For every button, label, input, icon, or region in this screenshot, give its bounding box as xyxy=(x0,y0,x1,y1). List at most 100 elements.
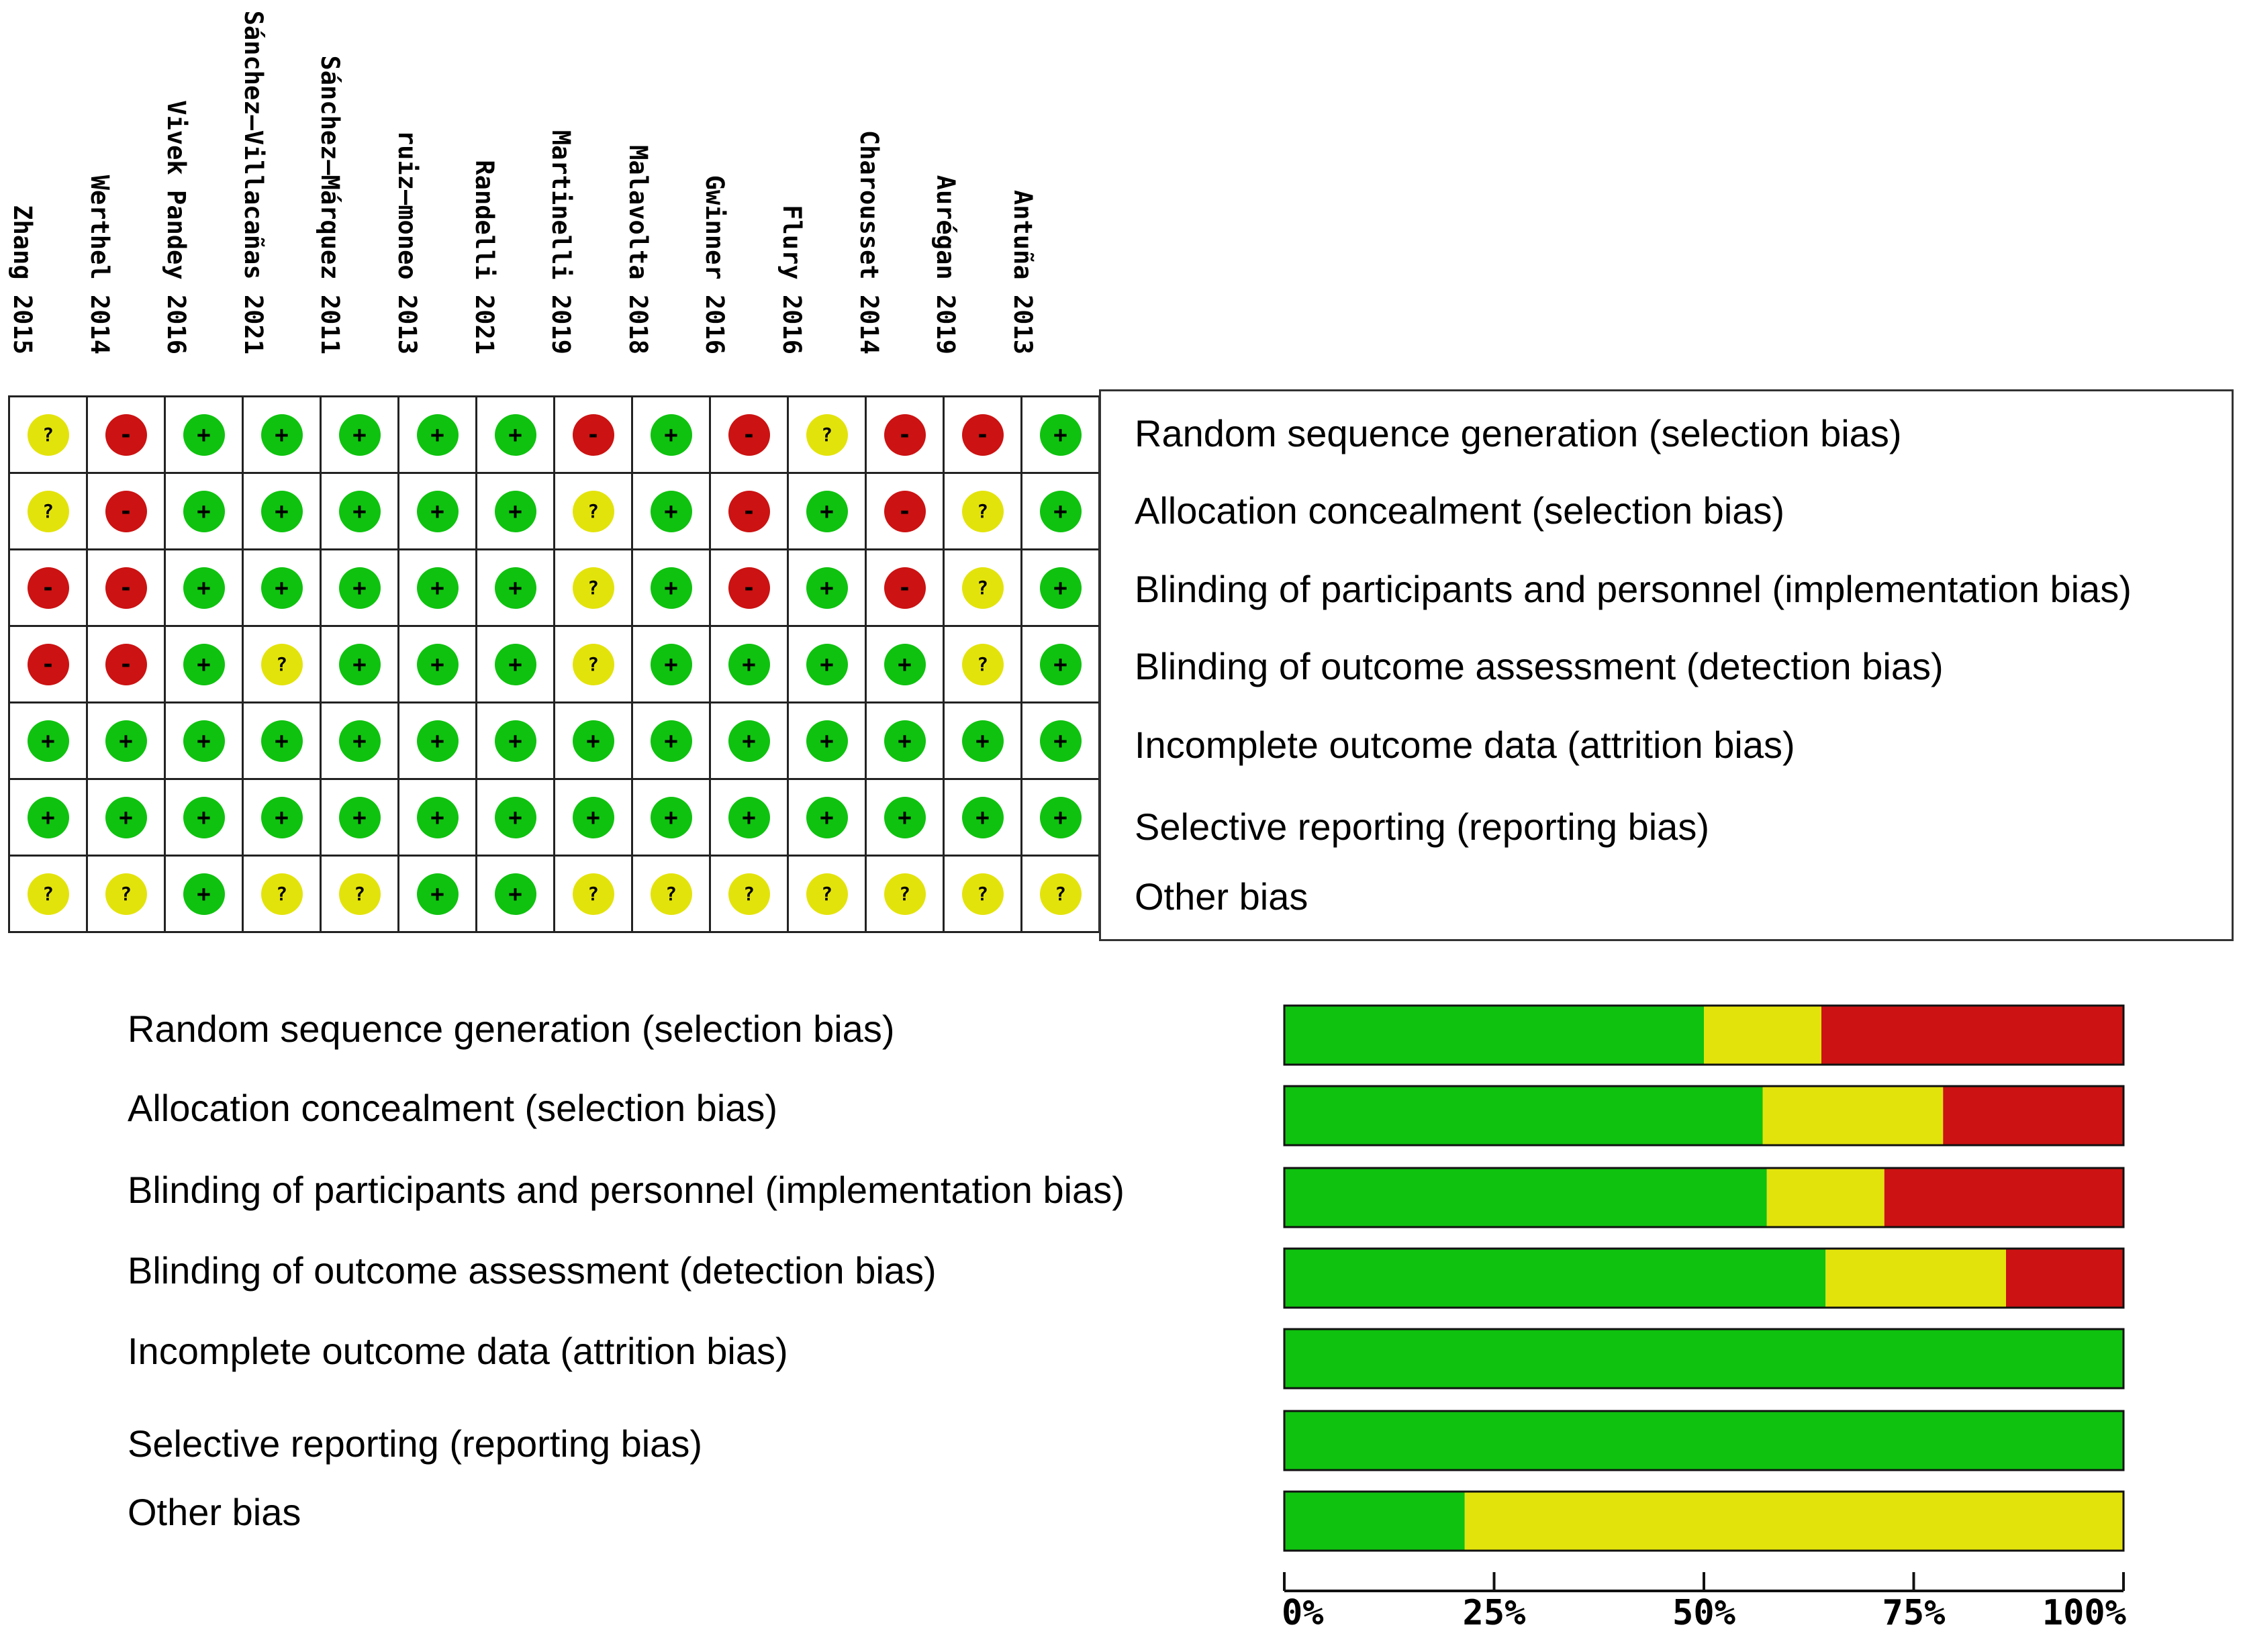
risk-rating-low-icon: + xyxy=(806,643,848,685)
bar-segment xyxy=(1884,1168,2123,1227)
risk-rating-low-icon: + xyxy=(650,490,692,532)
grid-cell: - xyxy=(865,472,945,550)
grid-cell: + xyxy=(8,701,88,780)
x-axis-tick-label: 75% xyxy=(1882,1593,1946,1633)
risk-rating-unclear-icon: ? xyxy=(650,873,692,915)
study-header: Flury 2016 xyxy=(777,0,854,386)
study-name: Martinelli 2019 xyxy=(546,130,576,354)
bar-category-label: Random sequence generation (selection bi… xyxy=(128,1008,895,1050)
grid-row: + + + + + + + + + + + + + + xyxy=(8,778,1100,857)
grid-cell: ? xyxy=(553,472,633,550)
risk-rating-low-icon: + xyxy=(1039,643,1082,685)
risk-rating-low-icon: + xyxy=(494,873,536,915)
grid-cell: + xyxy=(86,701,166,780)
grid-cell: + xyxy=(787,778,867,857)
study-name: Antuña 2013 xyxy=(1008,189,1037,354)
grid-cell: ? xyxy=(1020,855,1100,933)
study-name: Vivek Pandey 2016 xyxy=(162,100,191,354)
risk-rating-low-icon: + xyxy=(728,643,770,685)
legend-domain: Blinding of participants and personnel (… xyxy=(1135,568,2132,610)
risk-rating-low-icon: + xyxy=(338,720,381,762)
risk-rating-low-icon: + xyxy=(494,490,536,532)
risk-rating-low-icon: + xyxy=(494,796,536,838)
risk-rating-high-icon: - xyxy=(27,643,69,685)
grid-cell: + xyxy=(787,701,867,780)
risk-rating-unclear-icon: ? xyxy=(27,414,69,456)
risk-rating-high-icon: - xyxy=(884,414,926,456)
x-axis-tick-label: 0% xyxy=(1282,1593,1324,1633)
risk-rating-low-icon: + xyxy=(338,490,381,532)
grid-cell: ? xyxy=(86,855,166,933)
grid-cell: + xyxy=(475,625,555,703)
grid-row: ? - + + + + +? + - + -? + xyxy=(8,472,1100,550)
grid-cell: ? xyxy=(709,855,789,933)
grid-cell: + xyxy=(1020,472,1100,550)
risk-rating-unclear-icon: ? xyxy=(1039,873,1082,915)
grid-cell: + xyxy=(631,701,711,780)
risk-rating-low-icon: + xyxy=(494,567,536,609)
risk-rating-low-icon: + xyxy=(650,796,692,838)
bar-segment xyxy=(1284,1249,1826,1308)
risk-rating-high-icon: - xyxy=(728,567,770,609)
grid-cell: + xyxy=(631,472,711,550)
risk-rating-low-icon: + xyxy=(260,567,303,609)
risk-rating-low-icon: + xyxy=(260,796,303,838)
risk-rating-low-icon: + xyxy=(183,720,225,762)
grid-cell: - xyxy=(86,472,166,550)
grid-cell: + xyxy=(320,548,399,627)
risk-rating-high-icon: - xyxy=(961,414,1004,456)
grid-cell: + xyxy=(475,701,555,780)
risk-rating-unclear-icon: ? xyxy=(572,643,614,685)
risk-rating-unclear-icon: ? xyxy=(884,873,926,915)
study-header: Randelli 2021 xyxy=(470,0,546,386)
grid-cell: + xyxy=(787,548,867,627)
study-name: ruiz–moneo 2013 xyxy=(393,130,422,354)
study-name: Zhang 2015 xyxy=(8,205,37,354)
risk-rating-low-icon: + xyxy=(183,873,225,915)
risk-rating-high-icon: - xyxy=(884,490,926,532)
grid-cell: + xyxy=(475,548,555,627)
risk-rating-low-icon: + xyxy=(183,490,225,532)
study-name: Werthel 2014 xyxy=(85,175,114,354)
grid-cell: + xyxy=(242,395,322,474)
risk-rating-unclear-icon: ? xyxy=(961,643,1004,685)
grid-cell: + xyxy=(865,778,945,857)
grid-cell: + xyxy=(787,625,867,703)
bar-outline xyxy=(1283,1247,2125,1309)
risk-rating-high-icon: - xyxy=(728,414,770,456)
risk-rating-low-icon: + xyxy=(416,873,459,915)
grid-cell: + xyxy=(242,472,322,550)
grid-cell: - xyxy=(86,395,166,474)
risk-rating-low-icon: + xyxy=(806,490,848,532)
risk-rating-low-icon: + xyxy=(884,720,926,762)
study-header: Malavolta 2018 xyxy=(624,0,700,386)
bar-segment xyxy=(1284,1411,2123,1470)
study-name: Malavolta 2018 xyxy=(623,145,653,354)
x-axis-tick-label: 50% xyxy=(1672,1593,1735,1633)
bar-segment xyxy=(1825,1249,2006,1308)
risk-rating-low-icon: + xyxy=(416,490,459,532)
grid-cell: + xyxy=(943,701,1022,780)
grid-cell: + xyxy=(397,701,477,780)
study-header: Antuña 2013 xyxy=(1008,0,1085,386)
grid-cell: ? xyxy=(242,625,322,703)
bar-segment xyxy=(1284,1086,1763,1145)
grid-cell: + xyxy=(397,855,477,933)
grid-cell: + xyxy=(1020,548,1100,627)
grid-cell: + xyxy=(320,778,399,857)
risk-rating-low-icon: + xyxy=(27,720,69,762)
risk-rating-low-icon: + xyxy=(728,720,770,762)
bar-segment xyxy=(1464,1492,2123,1551)
risk-rating-low-icon: + xyxy=(260,720,303,762)
grid-cell: + xyxy=(631,625,711,703)
risk-rating-low-icon: + xyxy=(650,567,692,609)
grid-cell: + xyxy=(164,855,244,933)
study-name: Sánchez–Márquez 2011 xyxy=(316,55,345,354)
risk-rating-low-icon: + xyxy=(27,796,69,838)
grid-cell: + xyxy=(397,395,477,474)
grid-cell: + xyxy=(553,701,633,780)
risk-rating-unclear-icon: ? xyxy=(806,414,848,456)
grid-cell: ? xyxy=(631,855,711,933)
grid-cell: - xyxy=(709,472,789,550)
bar-segment xyxy=(1766,1168,1884,1227)
